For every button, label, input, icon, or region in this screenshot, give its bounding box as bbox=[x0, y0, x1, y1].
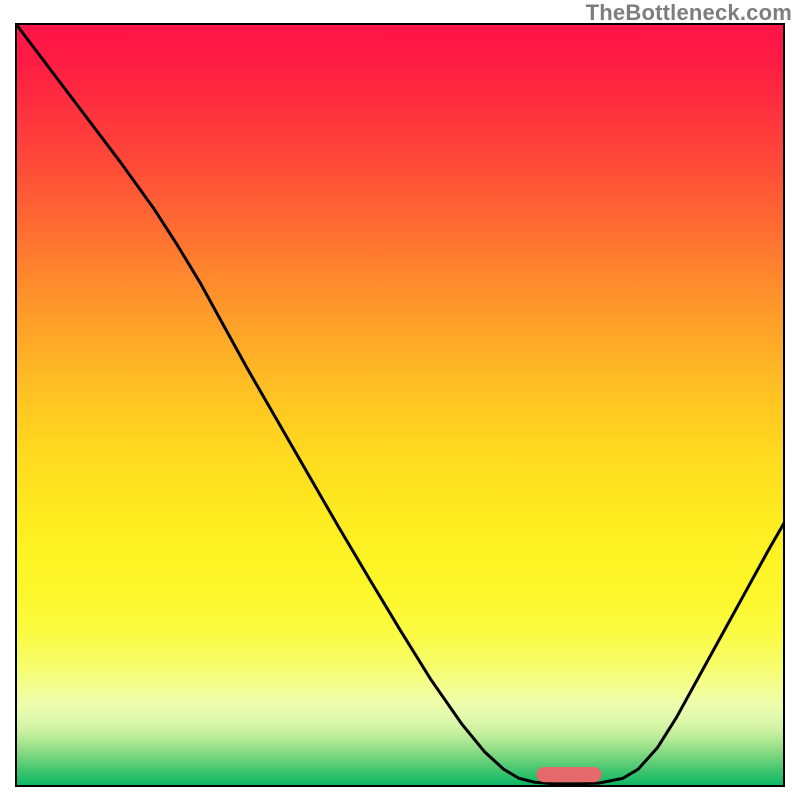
optimal-zone-marker bbox=[536, 767, 601, 782]
chart-svg bbox=[0, 0, 800, 800]
watermark-text: TheBottleneck.com bbox=[586, 0, 792, 26]
gradient-background bbox=[16, 24, 784, 786]
bottleneck-chart: TheBottleneck.com bbox=[0, 0, 800, 800]
